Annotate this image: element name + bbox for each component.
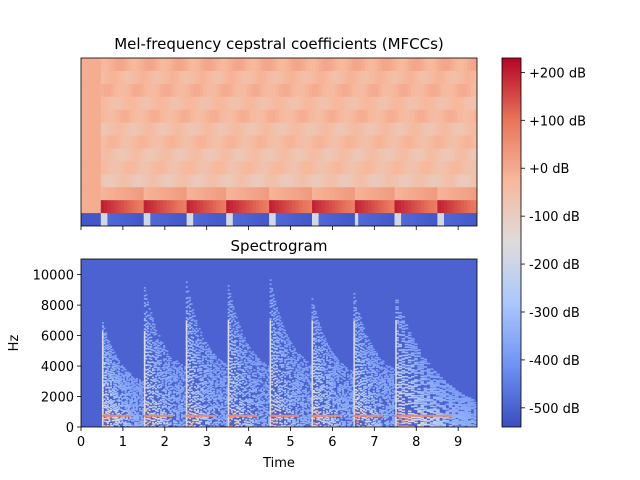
spectrogram-x-tick-label: 1 <box>119 435 127 450</box>
spectrogram-y-tick-label: 6000 <box>41 330 74 345</box>
spectrogram-x-tick-label: 7 <box>370 435 378 450</box>
spectrogram-x-tick-label: 6 <box>328 435 336 450</box>
spectrogram-x-tick-label: 8 <box>412 435 420 450</box>
colorbar-tick-label: -400 dB <box>529 354 580 369</box>
spectrogram-heatmap <box>81 259 477 427</box>
colorbar-tick-label: -100 dB <box>529 210 580 225</box>
spectrogram-x-tick-label: 5 <box>286 435 294 450</box>
spectrogram-x-tick-label: 4 <box>244 435 252 450</box>
colorbar-ticks: +200 dB +100 dB +0 dB -100 dB -200 dB -300 dB… <box>521 66 586 417</box>
mfcc-frame <box>80 57 478 227</box>
colorbar-tick-label: +100 dB <box>529 114 586 129</box>
spectrogram-frame <box>80 258 478 428</box>
spectrogram-x-tick-label: 3 <box>203 435 211 450</box>
mfcc-title: Mel-frequency cepstral coefficients (MFC… <box>114 35 444 53</box>
spectrogram-y-tick-label: 4000 <box>41 360 74 375</box>
spectrogram-x-tick-label: 9 <box>454 435 462 450</box>
colorbar <box>502 58 521 427</box>
colorbar-frame <box>501 57 522 428</box>
colorbar-tick-label: -300 dB <box>529 306 580 321</box>
spectrogram-x-axis: 0 1 2 3 4 5 6 7 8 9 <box>77 427 462 450</box>
spectrogram-y-axis: 0 2000 4000 6000 8000 10000 <box>33 269 81 436</box>
spectrogram-y-tick-label: 2000 <box>41 391 74 406</box>
spectrogram-x-tick-label: 2 <box>161 435 169 450</box>
mfcc-x-ticks <box>80 226 459 230</box>
spectrogram-x-label: Time <box>262 456 295 471</box>
colorbar-tick-label: +200 dB <box>529 66 586 81</box>
spectrogram-y-tick-label: 0 <box>66 421 74 436</box>
colorbar-tick-label: +0 dB <box>529 162 569 177</box>
colorbar-tick-label: -500 dB <box>529 402 580 417</box>
mfcc-heatmap <box>81 58 477 226</box>
colorbar-tick-label: -200 dB <box>529 258 580 273</box>
spectrogram-y-tick-label: 10000 <box>33 269 74 284</box>
spectrogram-title: Spectrogram <box>231 237 328 255</box>
spectrogram-y-label: Hz <box>7 335 22 352</box>
spectrogram-y-tick-label: 8000 <box>41 299 74 314</box>
spectrogram-x-tick-label: 0 <box>77 435 85 450</box>
